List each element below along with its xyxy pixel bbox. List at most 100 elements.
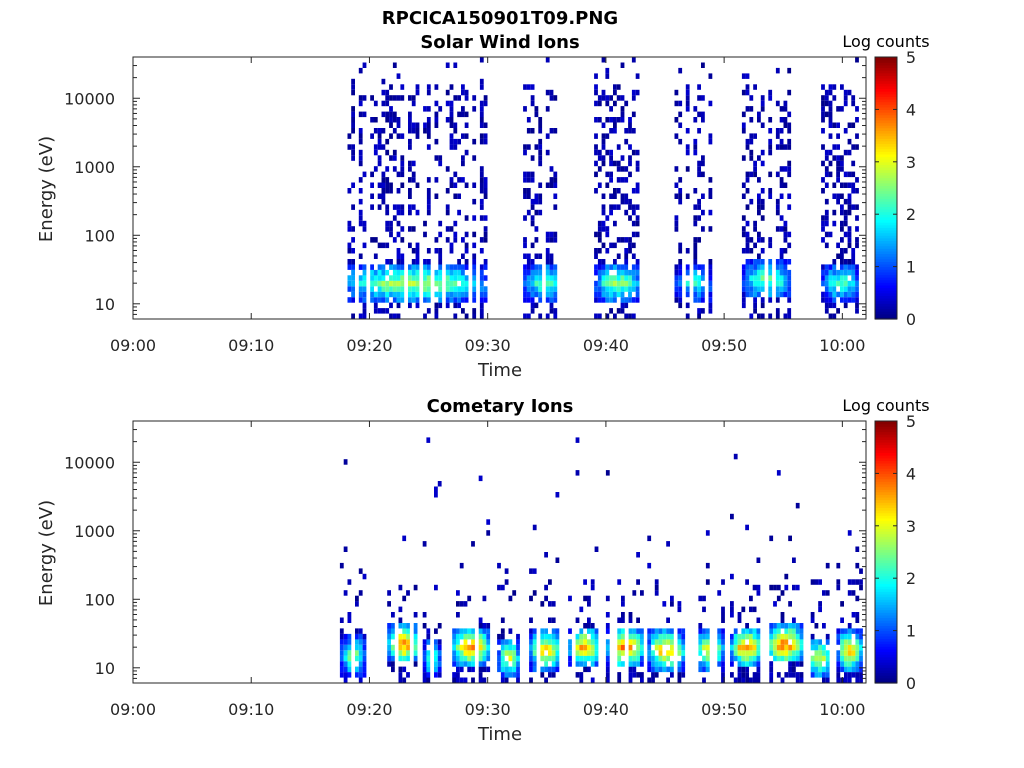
- heat-cell: [609, 128, 613, 134]
- heat-cell: [438, 220, 443, 227]
- heat-cell: [810, 617, 815, 623]
- heat-cell: [453, 231, 458, 238]
- heat-cell: [544, 655, 548, 662]
- heat-cell: [787, 67, 792, 74]
- heat-cell: [575, 633, 580, 640]
- heat-cell: [847, 237, 852, 243]
- heat-cell: [620, 237, 625, 243]
- heat-cell: [601, 242, 606, 249]
- heat-cell: [587, 639, 591, 645]
- heat-cell: [708, 193, 713, 199]
- heat-cell: [400, 182, 405, 188]
- heat-cell: [697, 204, 701, 210]
- heat-cell: [609, 177, 613, 183]
- heat-cell: [836, 308, 840, 314]
- heat-cell: [635, 160, 640, 167]
- heat-cell: [391, 633, 395, 640]
- heat-cell: [597, 280, 602, 287]
- heat-cell: [814, 655, 819, 662]
- heat-cell: [413, 655, 418, 662]
- heat-cell: [445, 100, 450, 107]
- heat-cell: [422, 623, 427, 629]
- colorbar-tick-label: 3: [906, 153, 916, 172]
- heat-cell: [749, 275, 754, 281]
- heat-cell: [396, 269, 401, 276]
- heat-cell: [621, 639, 625, 645]
- heat-cell: [832, 209, 837, 216]
- heat-cell: [413, 650, 418, 656]
- heat-cell: [651, 639, 655, 645]
- heat-cell: [788, 535, 792, 542]
- heat-cell: [339, 639, 344, 645]
- heat-cell: [389, 302, 393, 309]
- heat-cell: [449, 111, 454, 118]
- heat-cell: [553, 193, 558, 199]
- heat-cell: [818, 655, 822, 662]
- heat-cell: [583, 579, 587, 585]
- heat-cell: [730, 672, 734, 678]
- heat-cell: [555, 661, 560, 667]
- heat-cell: [752, 584, 757, 591]
- heat-cell: [508, 655, 513, 662]
- heat-cell: [787, 280, 792, 287]
- heat-cell: [617, 672, 622, 678]
- heat-cell: [783, 313, 788, 319]
- heat-cell: [768, 144, 773, 150]
- heat-cell: [844, 655, 848, 662]
- heat-cell: [666, 633, 670, 640]
- heat-cell: [792, 623, 796, 629]
- heat-cell: [670, 633, 674, 640]
- heat-cell: [370, 286, 374, 292]
- colorbar-segment: [875, 240, 897, 244]
- heat-cell: [741, 155, 746, 161]
- heat-cell: [741, 182, 746, 188]
- heat-cell: [601, 144, 606, 150]
- heat-cell: [624, 166, 629, 172]
- heat-cell: [478, 628, 483, 634]
- heat-cell: [478, 623, 483, 629]
- heat-cell: [540, 644, 545, 651]
- heat-cell: [534, 291, 539, 298]
- heat-cell: [717, 628, 722, 634]
- heat-cell: [358, 209, 363, 216]
- heat-cell: [392, 264, 397, 270]
- heat-cell: [523, 193, 527, 199]
- heat-cell: [545, 264, 550, 270]
- heat-cell: [449, 242, 454, 249]
- heat-cell: [423, 106, 427, 112]
- heat-cell: [377, 242, 382, 249]
- heat-cell: [792, 672, 796, 678]
- heat-cell: [434, 269, 439, 276]
- heat-cell: [453, 220, 458, 227]
- heat-cell: [389, 95, 393, 101]
- heat-cell: [678, 188, 683, 194]
- heat-cell: [500, 650, 505, 656]
- colorbar-segment: [875, 572, 897, 577]
- heat-cell: [351, 259, 355, 265]
- heat-cell: [351, 297, 355, 303]
- colorbar-segment: [875, 570, 897, 574]
- heat-cell: [389, 133, 393, 139]
- heat-cell: [597, 269, 602, 276]
- heat-cell: [752, 655, 757, 662]
- heat-cell: [749, 95, 754, 101]
- heat-cell: [836, 144, 840, 150]
- heat-cell: [452, 644, 456, 651]
- colorbar-segment: [875, 130, 897, 134]
- heat-cell: [464, 215, 469, 221]
- heat-cell: [693, 215, 698, 221]
- heat-cell: [832, 297, 837, 303]
- heat-cell: [745, 666, 749, 673]
- heat-cell: [575, 437, 580, 443]
- heat-cell: [461, 160, 465, 167]
- heat-cell: [760, 122, 765, 128]
- heat-cell: [756, 590, 761, 596]
- heat-cell: [472, 269, 477, 276]
- heat-cell: [396, 259, 401, 265]
- heat-cell: [385, 308, 390, 314]
- heat-cell: [373, 280, 378, 287]
- heat-cell: [693, 106, 698, 112]
- heat-cell: [587, 617, 591, 623]
- heat-cell: [583, 655, 587, 662]
- heat-cell: [851, 95, 856, 101]
